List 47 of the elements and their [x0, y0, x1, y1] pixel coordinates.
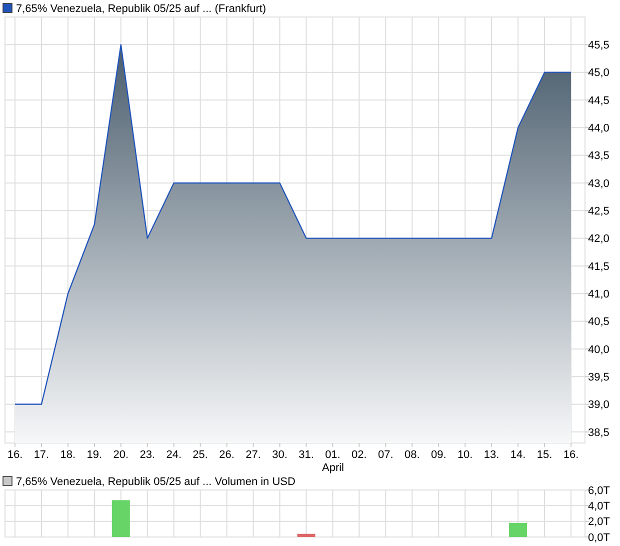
y-tick-label: 43,5	[588, 150, 610, 162]
x-tick-label: 31.	[298, 449, 314, 461]
x-tick-label: 15.	[536, 449, 552, 461]
text: 7,65% Venezuela, Republik 05/25 auf ... Volumen in USD	[16, 476, 296, 488]
x-tick-label: 26.	[219, 449, 234, 461]
y-tick-label: 2,0T	[588, 516, 610, 528]
y-tick-label: 41,5	[588, 260, 610, 273]
y-tick-label: 6,0T	[588, 484, 610, 497]
x-tick-label: 08.	[404, 449, 420, 461]
x-tick-label: 23.	[140, 449, 156, 461]
y-tick-label: 45,0	[588, 67, 610, 80]
y-tick-label: 39,5	[588, 371, 610, 384]
bar	[509, 522, 528, 537]
y-tick-label: 44,0	[588, 122, 610, 134]
x-tick-label: 18.	[60, 449, 76, 461]
y-tick-label: 40,0	[588, 344, 610, 356]
y-tick-label: 0,0T	[588, 532, 610, 544]
y-tick-label: 41,0	[588, 288, 610, 300]
y-tick-label: 42,0	[588, 233, 610, 246]
x-tick-label: 24.	[166, 449, 182, 461]
y-tick-label: 38,5	[588, 426, 610, 439]
y-tick-label: 40,5	[588, 316, 610, 328]
y-tick-label: 43,0	[588, 178, 610, 190]
x-tick-label: 16.	[563, 449, 579, 461]
x-tick-label: 16.	[7, 449, 23, 461]
y-tick-label: 44,5	[588, 94, 610, 107]
x-tick-label: 13.	[484, 449, 500, 461]
y-tick-label: 4,0T	[588, 500, 610, 513]
x-tick-label: 10.	[457, 449, 473, 461]
y-tick-label: 45,5	[588, 40, 610, 52]
x-tick-label: 30.	[272, 449, 288, 461]
x-axis-title: April	[322, 462, 344, 474]
x-tick-label: 20.	[113, 449, 129, 461]
y-tick-label: 42,5	[588, 205, 610, 218]
legend-label: 7,65% Venezuela, Republik 05/25 auf ... (Frankfurt)	[16, 2, 266, 15]
x-tick-label: 09.	[430, 449, 446, 461]
x-tick-label: 07.	[378, 449, 394, 461]
x-tick-label: 25.	[192, 449, 208, 461]
x-tick-label: 17.	[34, 449, 50, 461]
bar	[112, 500, 130, 537]
x-tick-label: 19.	[86, 449, 102, 461]
x-tick-label: 14.	[510, 449, 526, 461]
x-tick-label: 01.	[325, 449, 340, 461]
x-tick-label: 02.	[352, 449, 367, 461]
bar	[297, 534, 316, 537]
x-tick-label: 27.	[246, 449, 261, 461]
y-tick-label: 39,0	[588, 399, 610, 412]
